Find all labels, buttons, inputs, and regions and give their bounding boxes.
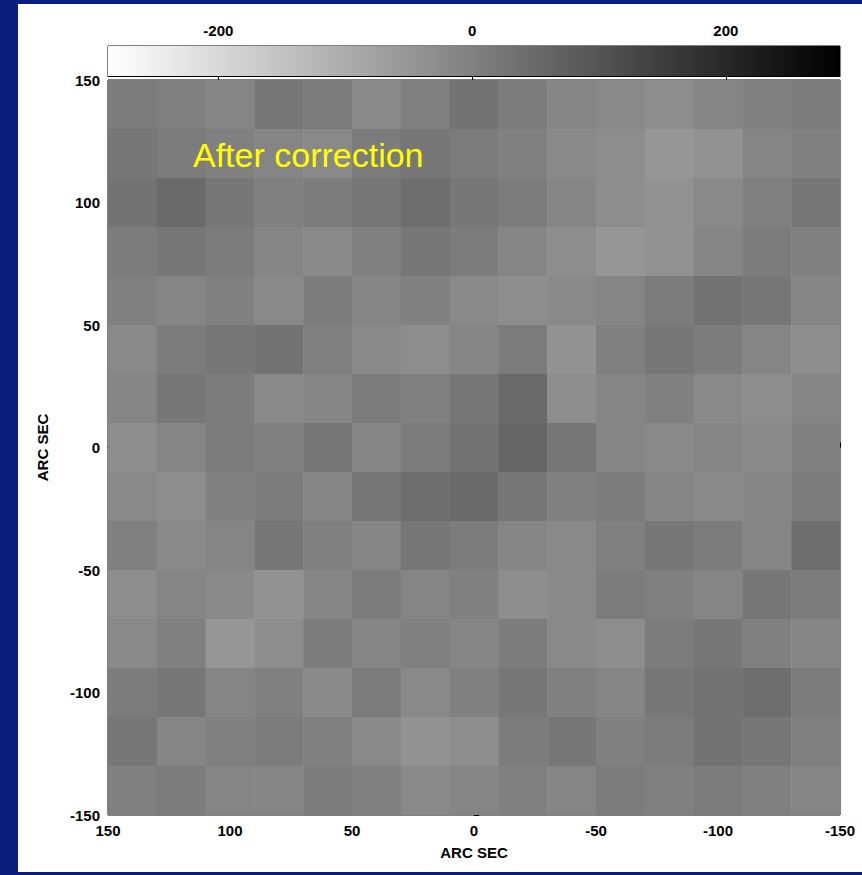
svg-text:100: 100 (75, 194, 100, 211)
svg-text:-150: -150 (825, 822, 855, 839)
svg-text:After correction: After correction (193, 136, 424, 174)
svg-text:50: 50 (344, 822, 361, 839)
svg-text:-100: -100 (703, 822, 733, 839)
svg-text:ARC SEC: ARC SEC (34, 414, 51, 482)
svg-text:150: 150 (95, 822, 120, 839)
svg-text:200: 200 (713, 22, 738, 39)
svg-text:-100: -100 (70, 684, 100, 701)
svg-text:0: 0 (470, 822, 478, 839)
svg-text:-150: -150 (70, 807, 100, 824)
svg-text:0: 0 (468, 22, 476, 39)
svg-text:150: 150 (75, 72, 100, 89)
svg-text:ARC SEC: ARC SEC (440, 844, 508, 861)
svg-text:-50: -50 (78, 562, 100, 579)
svg-text:-200: -200 (203, 22, 233, 39)
svg-text:-50: -50 (585, 822, 607, 839)
svg-text:100: 100 (217, 822, 242, 839)
svg-text:0: 0 (92, 439, 100, 456)
svg-text:50: 50 (83, 317, 100, 334)
